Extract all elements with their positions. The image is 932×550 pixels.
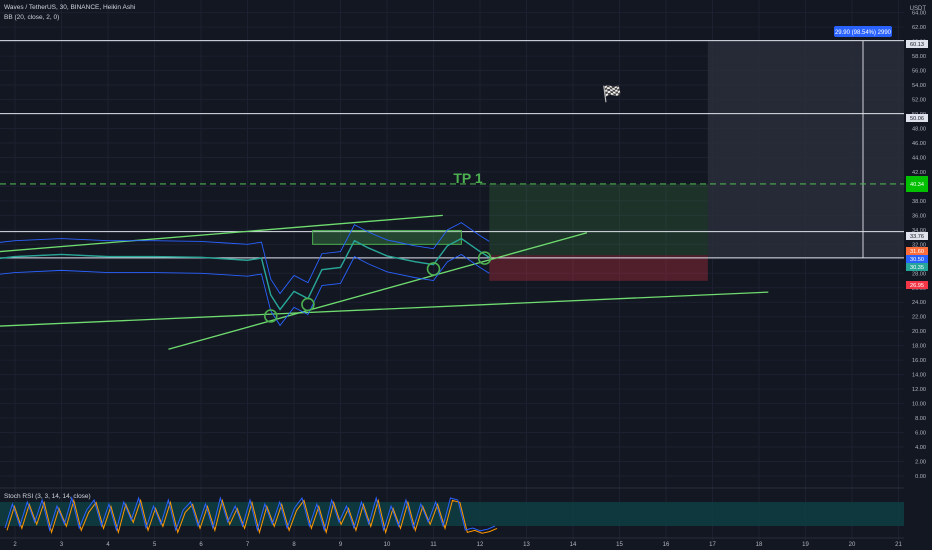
price-tag	[906, 232, 928, 240]
price-tick-label: 34.00	[912, 228, 926, 234]
time-tick-label: 2	[13, 542, 17, 548]
symbol-legend[interactable]: Waves / TetherUS, 30, BINANCE, Heikin As…	[4, 4, 136, 11]
price-tick-label: 36.00	[912, 213, 926, 219]
price-tag	[906, 176, 928, 192]
stoch-d-line	[6, 498, 498, 535]
annotations	[263, 251, 492, 323]
price-tag-label: 33.76	[910, 234, 924, 240]
price-tag	[906, 247, 928, 255]
price-tick-label: 42.00	[912, 170, 926, 176]
price-tick-label: 14.00	[912, 373, 926, 379]
price-tag-label: 26.95	[910, 283, 924, 289]
price-tick-label: 56.00	[912, 69, 926, 75]
price-tick-label: 52.00	[912, 98, 926, 104]
price-tag	[906, 114, 928, 122]
pivot-circle	[263, 309, 278, 323]
price-tick-label: 62.00	[912, 25, 926, 31]
price-tick-label: 16.00	[912, 358, 926, 364]
projection-zone	[707, 40, 904, 258]
time-tick-label: 16	[663, 542, 670, 548]
price-tick-label: 2.00	[915, 460, 926, 466]
price-tick-label: 66.00	[912, 0, 926, 2]
price-tick-label: 24.00	[912, 300, 926, 306]
bb-legend[interactable]: BB (20, close, 2, 0)	[4, 14, 60, 21]
range-label-box	[834, 26, 892, 37]
flag-icon: 🏁	[602, 84, 622, 103]
price-tick-label: 48.00	[912, 126, 926, 132]
currency-label: USDT	[910, 6, 927, 12]
price-tick-label: 28.00	[912, 271, 926, 277]
trendline	[0, 291, 769, 327]
trendline	[168, 232, 588, 350]
price-tick-label: 18.00	[912, 344, 926, 350]
time-tick-label: 8	[292, 542, 296, 548]
price-tick-label: 38.00	[912, 199, 926, 205]
time-tick-label: 5	[153, 542, 157, 548]
trendline	[0, 214, 443, 253]
horizontal-lines	[0, 40, 904, 259]
price-tick-label: 22.00	[912, 315, 926, 321]
time-tick-label: 21	[895, 542, 902, 548]
price-tick-label: 64.00	[912, 11, 926, 17]
price-tag-label: 30.50	[910, 257, 924, 263]
price-tag	[906, 40, 928, 48]
price-tag	[906, 263, 928, 271]
price-tick-label: 0.00	[915, 474, 926, 480]
pivot-circle	[301, 297, 315, 312]
time-tick-label: 11	[430, 542, 437, 548]
time-tick-label: 15	[616, 542, 623, 548]
price-tick-label: 32.00	[912, 242, 926, 248]
time-tick-label: 18	[756, 542, 763, 548]
price-tag-label: 60.13	[910, 42, 924, 48]
time-tick-label: 14	[570, 542, 577, 548]
range-box	[312, 230, 462, 245]
price-tag-label: 50.06	[910, 116, 924, 122]
price-tag-label: 40.34	[910, 182, 924, 188]
price-tag	[906, 255, 928, 263]
price-tick-label: 46.00	[912, 141, 926, 147]
bb-lower	[0, 253, 490, 327]
profit-zone	[489, 183, 708, 256]
time-tick-label: 9	[339, 542, 343, 548]
pivot-circle	[477, 251, 492, 265]
stoch-k-line	[4, 496, 496, 532]
time-tick-label: 17	[709, 542, 716, 548]
time-tick-label: 7	[246, 542, 250, 548]
pivot-circle	[426, 262, 441, 276]
time-tick-label: 19	[802, 542, 809, 548]
position-zones	[489, 40, 904, 281]
range-label: 29.90 (98.54%) 2990	[835, 30, 892, 36]
price-tick-label: 6.00	[915, 431, 926, 437]
time-tick-label: 12	[477, 542, 484, 548]
range-label-group: 29.90 (98.54%) 2990	[834, 26, 892, 37]
price-axis[interactable]: 66.0064.0062.0060.0058.0056.0054.0052.00…	[904, 0, 932, 550]
price-tick-label: 20.00	[912, 329, 926, 335]
time-tick-label: 10	[384, 542, 391, 548]
price-tag	[906, 281, 928, 289]
price-tick-label: 54.00	[912, 83, 926, 89]
price-tag-label: 30.35	[910, 265, 924, 271]
time-tick-label: 13	[523, 542, 530, 548]
bb-upper	[0, 222, 490, 295]
time-tick-label: 6	[199, 542, 203, 548]
tp-label: TP 1	[453, 170, 483, 186]
stoch-rsi-pane: 80.0040.000.00	[0, 487, 932, 538]
time-axis[interactable]: 2 3 4 5 6 7 8 9 10 11 12 13 14 15 16 17 18 19 20 21	[0, 537, 904, 548]
price-tick-label: 10.00	[912, 402, 926, 408]
time-tick-label: 20	[849, 542, 856, 548]
price-tick-label: 4.00	[915, 445, 926, 451]
price-axis-background	[904, 0, 932, 550]
time-tick-label: 3	[60, 542, 64, 548]
time-tick-label: 4	[106, 542, 110, 548]
price-tick-label: 12.00	[912, 387, 926, 393]
price-tick-label: 58.00	[912, 54, 926, 60]
price-tick-label: 44.00	[912, 155, 926, 161]
price-tick-label: 8.00	[915, 416, 926, 422]
stoch-legend[interactable]: Stoch RSI (3, 3, 14, 14, close)	[4, 493, 91, 500]
loss-zone	[489, 255, 708, 281]
price-tag-label: 31.60	[910, 249, 924, 255]
tp-label-group: TP 1	[453, 170, 483, 186]
